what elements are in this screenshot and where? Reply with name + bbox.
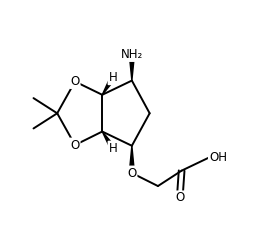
Text: NH₂: NH₂ [121, 48, 143, 61]
Text: O: O [175, 191, 184, 204]
Text: O: O [70, 139, 80, 151]
Polygon shape [102, 76, 115, 95]
Polygon shape [129, 55, 134, 81]
Polygon shape [129, 146, 134, 173]
Text: H: H [109, 142, 117, 155]
Text: O: O [70, 75, 80, 88]
Text: H: H [109, 71, 117, 84]
Polygon shape [102, 132, 115, 150]
Text: OH: OH [209, 151, 227, 164]
Text: O: O [127, 167, 136, 179]
